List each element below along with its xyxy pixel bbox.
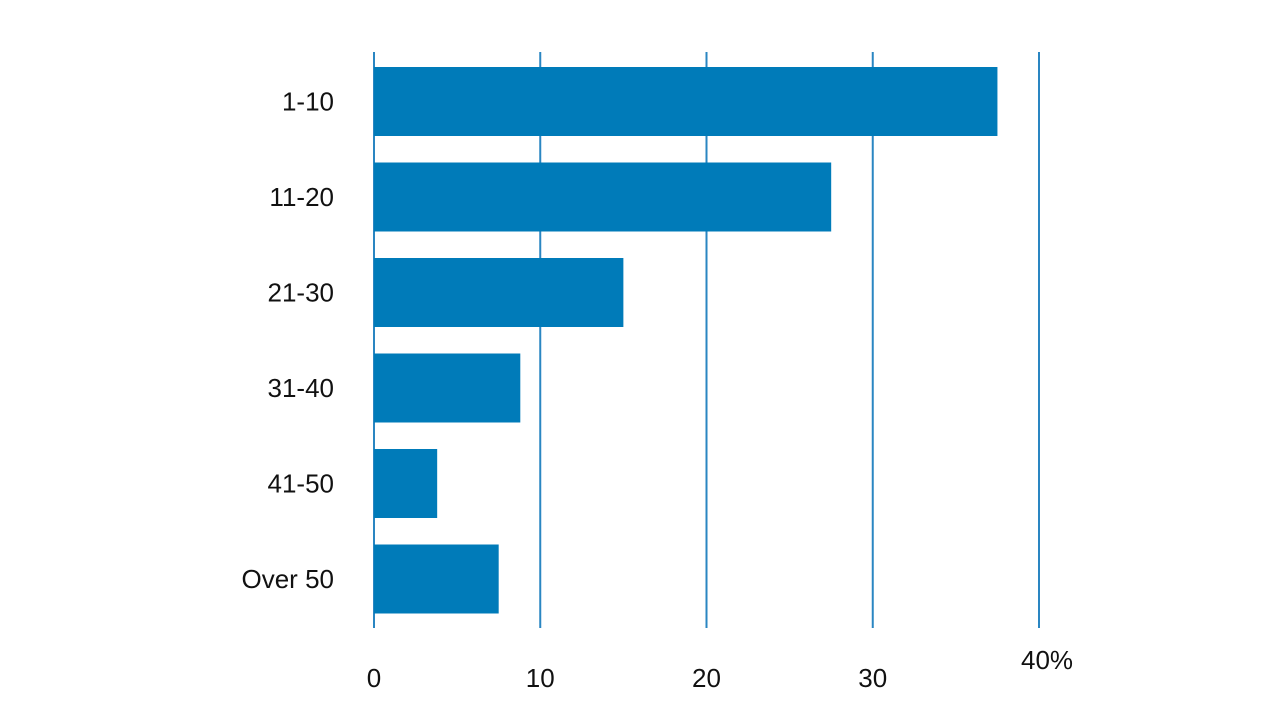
bars (374, 67, 998, 614)
x-tick-label: 30 (858, 663, 887, 693)
category-label: 1-10 (282, 87, 334, 117)
category-label: 31-40 (268, 373, 335, 403)
bar-31-40 (374, 353, 521, 423)
x-tick-label: 0 (367, 663, 381, 693)
x-tick-label: 20 (692, 663, 721, 693)
x-tick-label: 40% (1021, 645, 1073, 675)
category-label: 21-30 (268, 278, 335, 308)
x-tick-label: 10 (526, 663, 555, 693)
bar-41-50 (374, 449, 438, 518)
category-label: Over 50 (242, 564, 335, 594)
bar-11-20 (374, 162, 832, 232)
bar-21-30 (374, 258, 624, 327)
gridlines (373, 52, 1040, 628)
category-labels: 1-10 11-20 21-30 31-40 41-50 Over 50 (242, 87, 335, 595)
category-label: 41-50 (268, 469, 335, 499)
bar-over-50 (374, 544, 499, 614)
bar-1-10 (374, 67, 998, 136)
x-tick-labels: 0 10 20 30 40% (367, 645, 1073, 693)
category-label: 11-20 (269, 182, 334, 212)
